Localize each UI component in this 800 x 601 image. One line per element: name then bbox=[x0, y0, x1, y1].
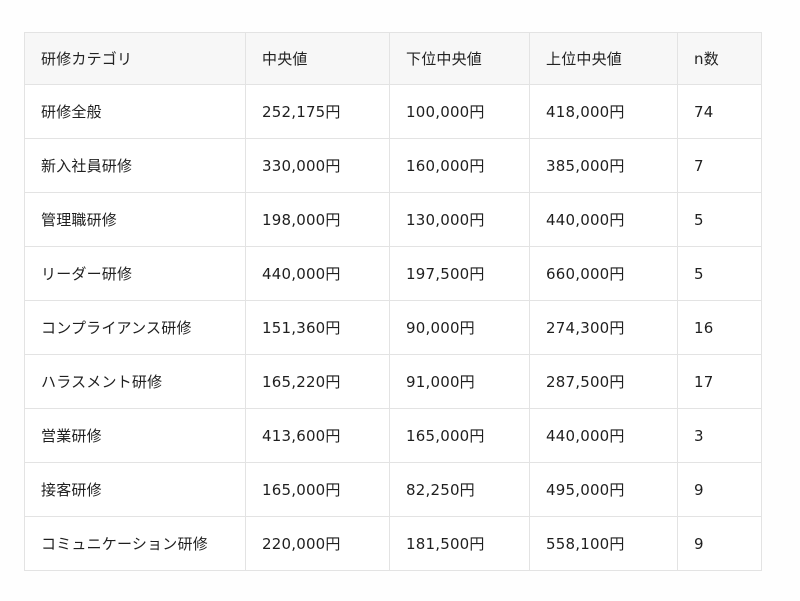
cell-median: 440,000円 bbox=[245, 246, 390, 301]
table-row: 営業研修 413,600円 165,000円 440,000円 3 bbox=[24, 408, 762, 463]
cell-category: 管理職研修 bbox=[24, 192, 246, 247]
cell-n: 74 bbox=[677, 84, 762, 139]
cell-category: 接客研修 bbox=[24, 462, 246, 517]
cell-upper-median: 418,000円 bbox=[529, 84, 678, 139]
cell-category: 営業研修 bbox=[24, 408, 246, 463]
cell-upper-median: 287,500円 bbox=[529, 354, 678, 409]
cell-lower-median: 90,000円 bbox=[389, 300, 530, 355]
cell-upper-median: 558,100円 bbox=[529, 516, 678, 571]
cell-n: 17 bbox=[677, 354, 762, 409]
cell-n: 3 bbox=[677, 408, 762, 463]
cell-n: 7 bbox=[677, 138, 762, 193]
table-row: コミュニケーション研修 220,000円 181,500円 558,100円 9 bbox=[24, 516, 762, 571]
cell-upper-median: 385,000円 bbox=[529, 138, 678, 193]
cell-lower-median: 181,500円 bbox=[389, 516, 530, 571]
cell-median: 413,600円 bbox=[245, 408, 390, 463]
cell-median: 165,220円 bbox=[245, 354, 390, 409]
cell-n: 5 bbox=[677, 192, 762, 247]
cell-median: 165,000円 bbox=[245, 462, 390, 517]
table-row: 管理職研修 198,000円 130,000円 440,000円 5 bbox=[24, 192, 762, 247]
cell-lower-median: 165,000円 bbox=[389, 408, 530, 463]
cell-upper-median: 495,000円 bbox=[529, 462, 678, 517]
table-row: 研修全般 252,175円 100,000円 418,000円 74 bbox=[24, 84, 762, 139]
cell-category: ハラスメント研修 bbox=[24, 354, 246, 409]
table-row: 新入社員研修 330,000円 160,000円 385,000円 7 bbox=[24, 138, 762, 193]
cell-median: 330,000円 bbox=[245, 138, 390, 193]
cell-n: 5 bbox=[677, 246, 762, 301]
table-row: ハラスメント研修 165,220円 91,000円 287,500円 17 bbox=[24, 354, 762, 409]
cell-lower-median: 91,000円 bbox=[389, 354, 530, 409]
cell-n: 9 bbox=[677, 516, 762, 571]
table-row: コンプライアンス研修 151,360円 90,000円 274,300円 16 bbox=[24, 300, 762, 355]
column-header-lower-median: 下位中央値 bbox=[389, 32, 530, 85]
cell-upper-median: 440,000円 bbox=[529, 192, 678, 247]
column-header-upper-median: 上位中央値 bbox=[529, 32, 678, 85]
column-header-n: n数 bbox=[677, 32, 762, 85]
cell-upper-median: 660,000円 bbox=[529, 246, 678, 301]
cell-category: コミュニケーション研修 bbox=[24, 516, 246, 571]
training-cost-table: 研修カテゴリ 中央値 下位中央値 上位中央値 n数 研修全般 252,175円 … bbox=[24, 32, 762, 571]
table-header-row: 研修カテゴリ 中央値 下位中央値 上位中央値 n数 bbox=[24, 32, 762, 85]
cell-median: 252,175円 bbox=[245, 84, 390, 139]
cell-lower-median: 160,000円 bbox=[389, 138, 530, 193]
cell-n: 9 bbox=[677, 462, 762, 517]
cell-category: 新入社員研修 bbox=[24, 138, 246, 193]
cell-median: 220,000円 bbox=[245, 516, 390, 571]
table-row: 接客研修 165,000円 82,250円 495,000円 9 bbox=[24, 462, 762, 517]
column-header-category: 研修カテゴリ bbox=[24, 32, 246, 85]
cell-lower-median: 197,500円 bbox=[389, 246, 530, 301]
table-row: リーダー研修 440,000円 197,500円 660,000円 5 bbox=[24, 246, 762, 301]
cell-lower-median: 82,250円 bbox=[389, 462, 530, 517]
cell-upper-median: 274,300円 bbox=[529, 300, 678, 355]
cell-median: 151,360円 bbox=[245, 300, 390, 355]
column-header-median: 中央値 bbox=[245, 32, 390, 85]
cell-median: 198,000円 bbox=[245, 192, 390, 247]
cell-category: コンプライアンス研修 bbox=[24, 300, 246, 355]
cell-lower-median: 130,000円 bbox=[389, 192, 530, 247]
cell-lower-median: 100,000円 bbox=[389, 84, 530, 139]
cell-n: 16 bbox=[677, 300, 762, 355]
cell-category: 研修全般 bbox=[24, 84, 246, 139]
cell-upper-median: 440,000円 bbox=[529, 408, 678, 463]
cell-category: リーダー研修 bbox=[24, 246, 246, 301]
